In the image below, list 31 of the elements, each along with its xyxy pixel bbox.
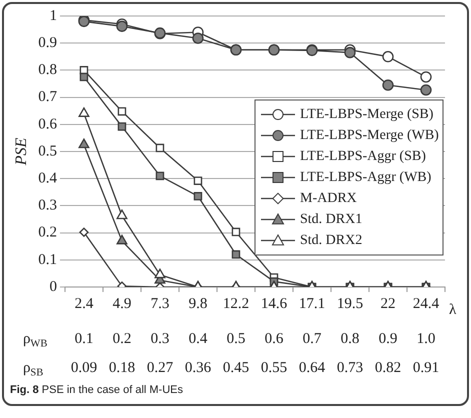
x-tick-label: 22: [380, 296, 396, 312]
y-tick-label: 0.4: [38, 170, 58, 187]
x-tick-label: 17.1: [298, 296, 326, 312]
x-tick-label: 14.6: [260, 296, 288, 312]
caption: Fig. 8 PSE in the case of all M-UEs: [10, 384, 184, 396]
x-tick-label: 9.8: [188, 296, 208, 312]
legend-label: LTE-LBPS-Merge (WB): [300, 128, 440, 144]
legend-label: LTE-LBPS-Merge (SB): [300, 107, 434, 122]
y-tick-label: 1: [49, 8, 57, 24]
y-tick-label: 0.8: [38, 62, 57, 78]
x-axis-title: λ: [449, 302, 457, 318]
y-tick-label: 0.3: [38, 198, 57, 214]
y-tick-label: 0: [49, 278, 57, 295]
x-tick-label: 2.4: [74, 296, 94, 312]
y-tick-label: 0.2: [38, 224, 57, 241]
x-tick-label: 24.4: [412, 296, 440, 312]
x-tick-label: 19.5: [336, 296, 364, 312]
x-tick-label: 7.3: [150, 296, 170, 312]
y-axis-title: PSE: [12, 138, 30, 166]
legend-label: Std. DRX2: [300, 233, 362, 248]
y-tick-label: 0.9: [38, 35, 57, 52]
legend-label: LTE-LBPS-Aggr (WB): [300, 170, 432, 186]
y-tick-label: 0.7: [38, 89, 58, 106]
y-tick-label: 0.6: [38, 116, 58, 132]
legend-label: LTE-LBPS-Aggr (SB): [300, 149, 426, 164]
x-tick-label: 12.2: [222, 296, 250, 312]
legend-label: M-ADRX: [300, 191, 357, 206]
y-tick-label: 0.1: [38, 252, 57, 268]
legend-label: Std. DRX1: [300, 212, 362, 228]
y-tick-label: 0.5: [38, 143, 57, 160]
x-tick-label: 4.9: [112, 296, 132, 312]
